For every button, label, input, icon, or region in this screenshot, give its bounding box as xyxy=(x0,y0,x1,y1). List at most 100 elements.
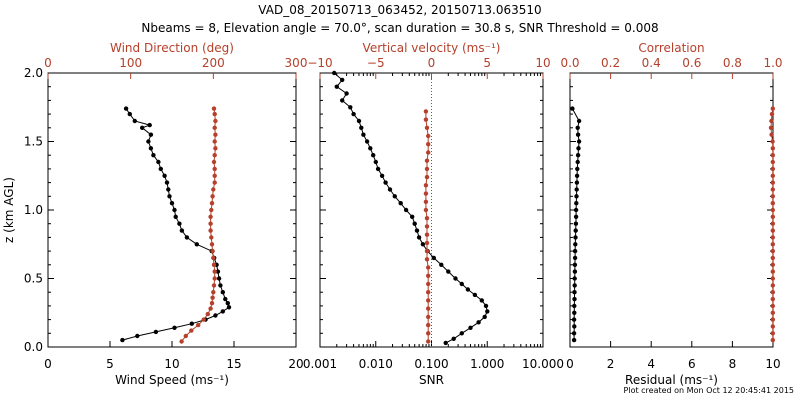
data-point xyxy=(770,173,775,178)
data-point xyxy=(412,221,417,226)
x-tick-label-top: 0.6 xyxy=(682,56,701,70)
data-point xyxy=(453,276,458,281)
x-axis-label-bottom: Residual (ms⁻¹) xyxy=(625,373,718,387)
data-point xyxy=(571,337,577,343)
data-point xyxy=(770,242,775,247)
x-tick-label-bottom: 0.100 xyxy=(414,357,448,371)
data-point xyxy=(770,146,775,151)
data-point xyxy=(169,201,175,206)
data-point xyxy=(572,262,578,267)
data-point xyxy=(210,194,215,199)
x-tick-label-top: 300 xyxy=(285,56,308,70)
data-point xyxy=(359,125,364,130)
data-point xyxy=(344,91,349,96)
x-tick-label-top: 10 xyxy=(535,56,550,70)
data-point xyxy=(426,322,431,328)
data-point xyxy=(573,221,579,226)
x-tick-label-top: 0 xyxy=(44,56,52,70)
data-point xyxy=(212,166,217,172)
data-point xyxy=(431,255,436,261)
data-point xyxy=(212,276,217,281)
x-tick-label-bottom: 10 xyxy=(164,357,179,371)
data-point xyxy=(574,187,579,192)
data-point xyxy=(209,301,215,306)
data-point xyxy=(120,337,125,343)
data-point xyxy=(209,242,215,247)
plot-frame xyxy=(569,72,774,348)
data-point xyxy=(424,216,430,221)
data-point xyxy=(574,173,580,178)
data-point xyxy=(574,180,580,185)
series-line-1 xyxy=(122,108,230,341)
data-point xyxy=(770,276,775,281)
x-tick-label-bottom: 8 xyxy=(729,357,737,371)
x-tick-label-bottom: 0 xyxy=(566,357,574,371)
data-point xyxy=(770,235,775,240)
data-point xyxy=(571,331,577,336)
x-axis-label-top: Vertical velocity (ms⁻¹) xyxy=(363,41,501,55)
data-point xyxy=(148,132,154,137)
data-point xyxy=(151,153,156,158)
data-point xyxy=(770,324,775,329)
x-tick-label-top: 0 xyxy=(428,56,436,70)
data-point xyxy=(189,321,194,326)
data-point xyxy=(226,305,232,310)
data-point xyxy=(373,159,378,165)
data-point xyxy=(423,191,429,196)
data-point xyxy=(426,331,431,336)
data-point xyxy=(205,311,210,317)
data-point xyxy=(770,221,775,226)
data-point xyxy=(575,166,580,172)
data-point xyxy=(424,125,430,130)
data-point xyxy=(476,320,481,325)
data-point xyxy=(216,276,222,281)
x-tick-label-bottom: 20 xyxy=(288,357,303,371)
data-point xyxy=(770,214,775,219)
data-point xyxy=(361,132,366,137)
data-point xyxy=(576,146,581,151)
data-point xyxy=(770,255,775,261)
x-tick-label-bottom: 1.000 xyxy=(470,357,504,371)
data-point xyxy=(571,317,577,322)
data-point xyxy=(423,183,429,188)
data-point xyxy=(210,248,215,254)
x-tick-label-top: 200 xyxy=(202,56,225,70)
data-point xyxy=(482,314,487,320)
data-point xyxy=(576,139,582,144)
data-point xyxy=(212,153,217,158)
y-tick-label: 1.0 xyxy=(24,203,43,217)
chart-panel-1 xyxy=(47,72,297,348)
data-point xyxy=(211,187,216,192)
data-point xyxy=(572,283,577,288)
data-point xyxy=(575,132,581,137)
data-point xyxy=(479,298,484,303)
plot-credit: Plot created on Mon Oct 12 20:45:41 2015 xyxy=(623,386,794,395)
data-point xyxy=(211,262,217,267)
data-point xyxy=(573,235,578,240)
data-point xyxy=(132,118,137,124)
data-point xyxy=(770,180,775,185)
data-point xyxy=(424,166,430,172)
data-point xyxy=(770,166,775,172)
data-point xyxy=(424,248,430,254)
series-line-1 xyxy=(333,72,488,344)
data-point xyxy=(387,187,393,192)
data-point xyxy=(770,153,775,158)
data-point xyxy=(770,201,775,206)
data-point xyxy=(573,228,578,233)
data-point xyxy=(213,132,218,137)
data-point xyxy=(770,310,775,315)
data-point xyxy=(213,118,218,124)
data-point xyxy=(770,159,775,165)
data-point xyxy=(424,232,430,237)
data-point xyxy=(572,303,577,309)
y-tick-label: 0.0 xyxy=(24,340,43,354)
data-point xyxy=(426,273,431,278)
series-line-1 xyxy=(571,108,580,341)
data-point xyxy=(410,214,415,219)
data-point xyxy=(392,194,397,199)
x-axis-label-bottom: Wind Speed (ms⁻¹) xyxy=(115,373,229,387)
x-axis-label-top: Wind Direction (deg) xyxy=(110,41,234,55)
data-point xyxy=(769,132,774,137)
data-point xyxy=(426,265,431,270)
